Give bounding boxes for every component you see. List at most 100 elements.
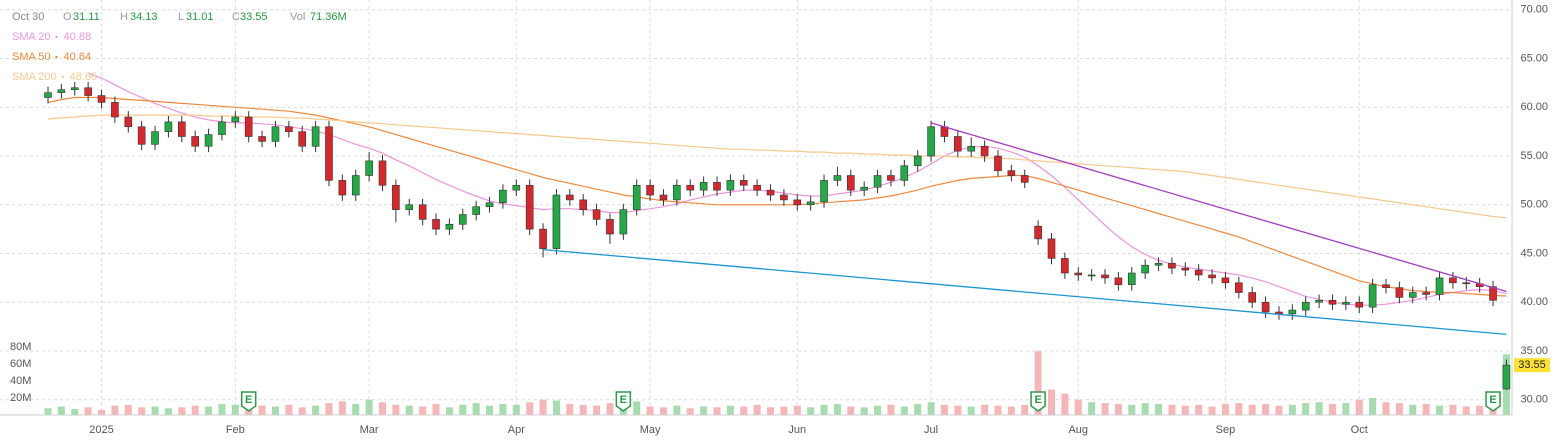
candle-body (873, 175, 882, 188)
header: Oct 30 O 31.11 H 34.13 L 31.01 C 33.55 V… (12, 11, 347, 23)
volume-bar (981, 404, 989, 415)
close-label: C (232, 11, 240, 23)
candle-body (432, 219, 440, 230)
candle-body (940, 126, 949, 137)
volume-bar (954, 405, 962, 415)
volume-bar (1462, 406, 1470, 415)
candle-body (1422, 292, 1430, 295)
candle-body (1114, 277, 1123, 286)
volume-bar (874, 405, 882, 415)
candle-body (1368, 284, 1377, 308)
y-tick-label: 50.00 (1520, 199, 1548, 211)
candle-body (980, 145, 989, 157)
volume-bar (686, 408, 694, 415)
candle-body (338, 180, 347, 196)
candle-body (1261, 301, 1270, 313)
volume-bar (659, 407, 667, 415)
volume-bar (566, 403, 574, 415)
candle-body (1020, 175, 1029, 183)
candle-body (1248, 292, 1256, 303)
earnings-marker: E (240, 391, 257, 412)
volume-bar (365, 399, 373, 415)
volume-bar (379, 402, 386, 415)
volume-bar (1101, 403, 1109, 415)
candle-body (231, 116, 240, 123)
legend-dot (61, 75, 64, 79)
volume-bar (1342, 403, 1350, 415)
candle-body (1449, 277, 1457, 284)
candle-body (405, 204, 414, 210)
volume-bar (539, 399, 547, 415)
candle-body (57, 89, 66, 93)
volume-bar (1155, 403, 1163, 415)
y-tick-label: 35.00 (1520, 345, 1548, 357)
volume-bar (887, 404, 895, 415)
high-label: H (120, 11, 128, 23)
earnings-label: E (245, 394, 252, 406)
candle-body (1168, 262, 1176, 269)
volume-bar (606, 403, 614, 415)
volume-bar (1007, 406, 1015, 415)
legend-value: 48.66 (70, 71, 98, 83)
candle-body (378, 160, 387, 186)
candle-body (499, 189, 507, 204)
volume-bar (1168, 404, 1176, 415)
candle-body (204, 134, 213, 147)
volume-bar (1221, 403, 1229, 415)
candle-body (793, 199, 802, 206)
volume-bar (298, 407, 306, 415)
volume-bar (807, 407, 815, 415)
legend-dot (55, 35, 58, 39)
candle-body (418, 204, 427, 220)
y-tick-label: 60.00 (1520, 101, 1548, 113)
candle-body (659, 194, 668, 201)
candle-body (619, 209, 628, 235)
volume-bar (1088, 402, 1096, 415)
legend-value: 40.88 (64, 31, 92, 43)
volume-bar (1248, 404, 1256, 415)
candle-body (472, 206, 480, 215)
x-tick-label: May (640, 424, 661, 436)
candle-body (954, 136, 962, 152)
candle-body (900, 165, 909, 181)
candle-body (927, 126, 935, 157)
volume-bar (713, 407, 721, 415)
volume-value: 71.36M (310, 11, 347, 23)
volume-tick-label: 20M (10, 392, 31, 404)
volume-bar (164, 408, 172, 415)
volume-bar (57, 406, 65, 415)
volume-bar (44, 408, 52, 415)
volume-bar (111, 405, 119, 415)
earnings-badge (615, 391, 632, 412)
volume-bar (673, 405, 681, 415)
volume-bar (780, 406, 788, 415)
candle-body (1502, 364, 1511, 390)
volume-bar (753, 404, 761, 415)
candle-body (860, 186, 868, 191)
candle-body (1221, 277, 1230, 284)
volume-bar (1449, 404, 1457, 415)
candle-body (753, 184, 761, 191)
candle-body (1395, 287, 1404, 298)
volume-bar (1315, 402, 1323, 415)
volume-layer (44, 351, 1510, 415)
volume-bar (98, 409, 106, 415)
candle-body (780, 194, 788, 201)
candle-body (1288, 309, 1297, 315)
volume-bar (191, 405, 199, 415)
volume-tick-label: 60M (10, 358, 31, 370)
candle-layer (44, 81, 1511, 390)
candle-body (244, 116, 253, 137)
volume-bar (1181, 405, 1189, 415)
candle-body (726, 180, 735, 191)
candle-body (673, 184, 681, 201)
candle-body (846, 175, 855, 191)
candle-body (1061, 258, 1069, 274)
candle-body (512, 184, 521, 191)
volume-bar (1409, 404, 1417, 415)
volume-tick-label: 80M (10, 341, 31, 353)
legend-name: SMA 200 (12, 71, 57, 83)
candle-body (111, 102, 119, 118)
